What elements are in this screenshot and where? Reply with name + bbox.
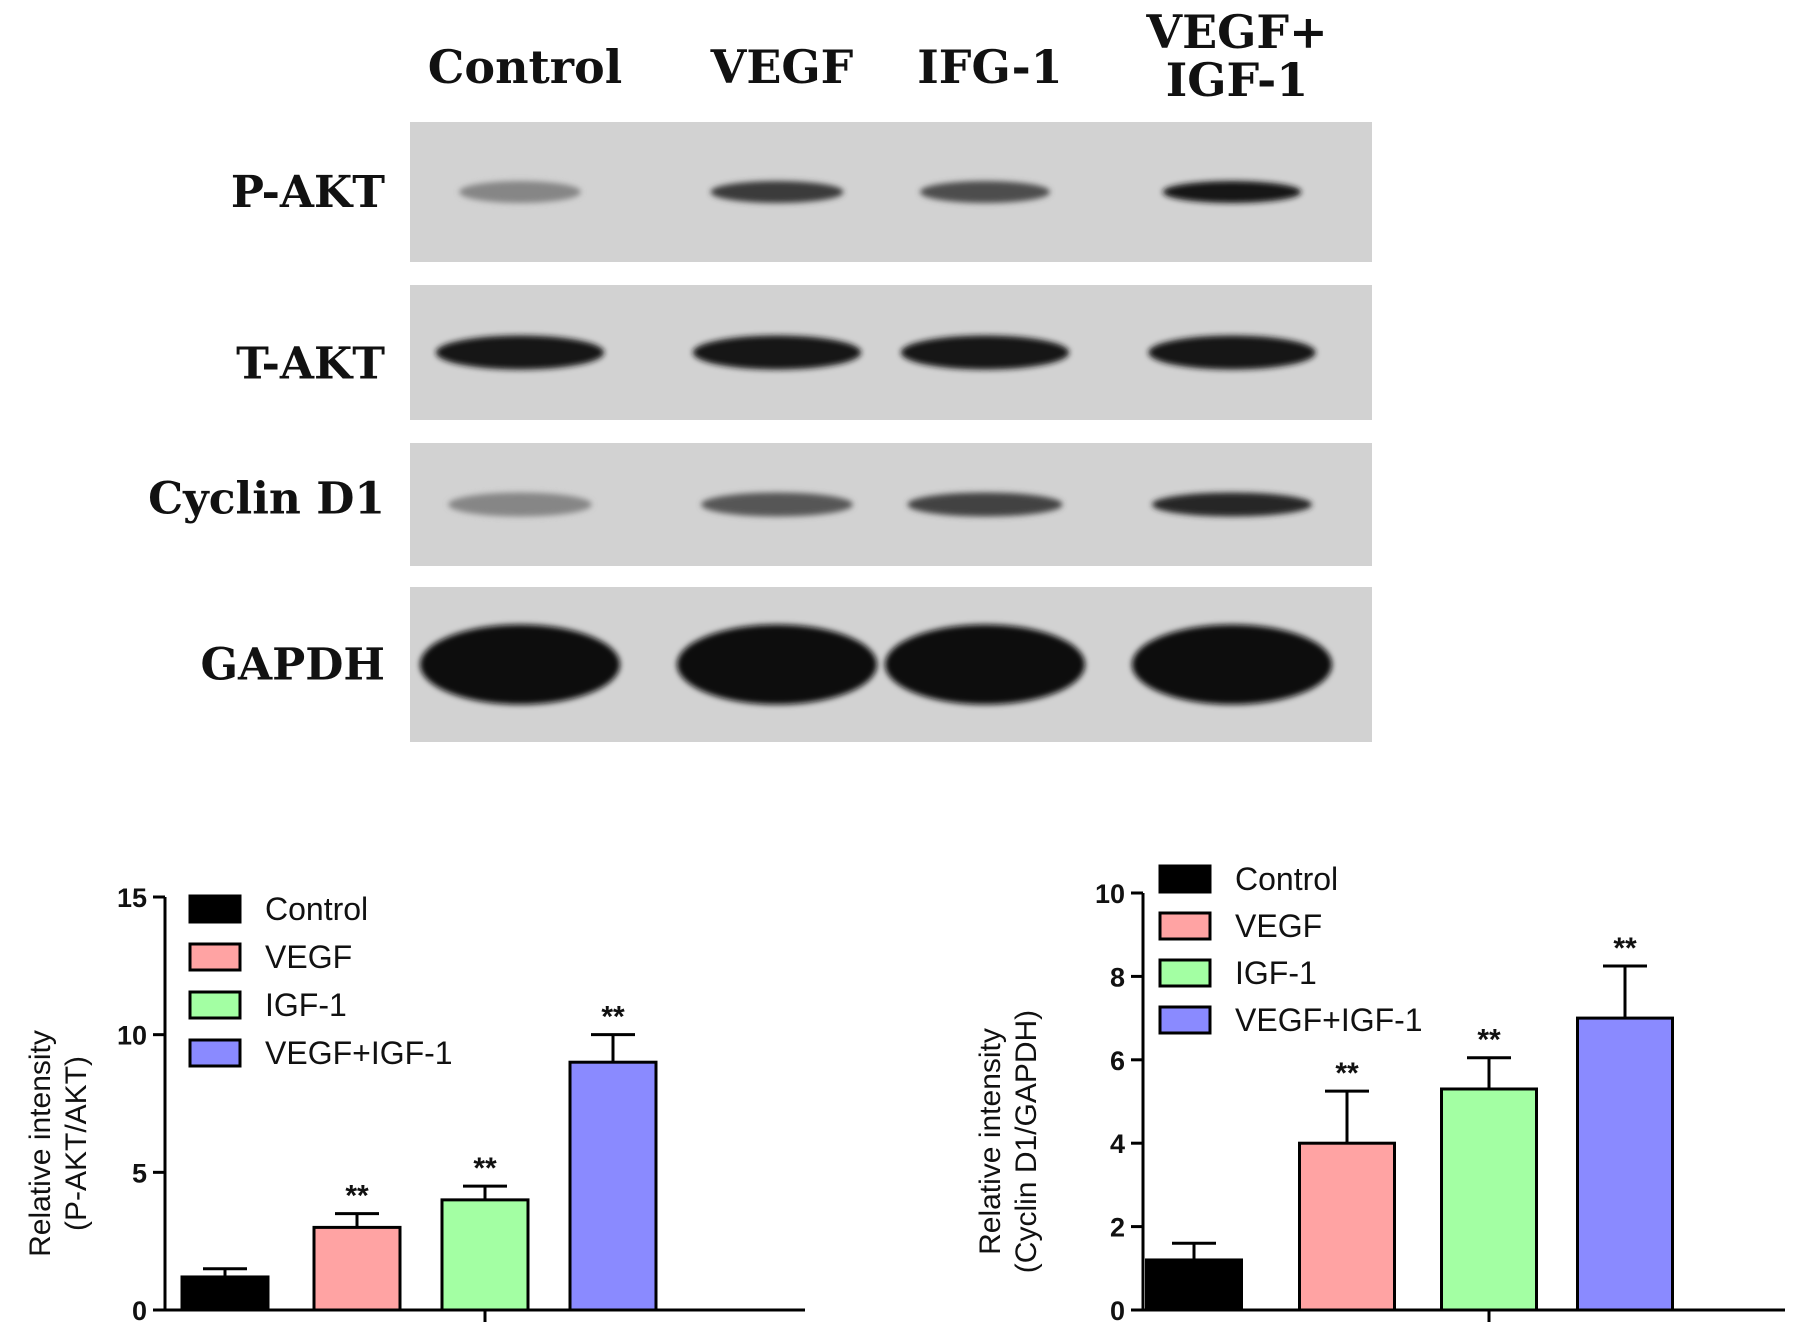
y-axis-title: Relative intensity (Cyclin D1/GAPDH) (974, 1010, 1043, 1273)
lane-label-line: IFG-1 (917, 40, 1062, 94)
blot-row-label-p-akt: P-AKT (231, 167, 385, 218)
y-tick-label: 8 (1110, 962, 1125, 992)
blot-row-label-t-akt: T-AKT (236, 338, 385, 389)
y-tick-label: 0 (1110, 1296, 1125, 1326)
lane-label-ifg-1: IFG-1 (917, 40, 1062, 94)
blot-band-p-akt-vegf-igf-1 (1162, 181, 1302, 203)
y-axis-title: Relative intensity (P-AKT/AKT) (24, 1030, 93, 1257)
legend-label-igf-1: IGF-1 (1235, 955, 1317, 991)
y-tick-label: 4 (1110, 1129, 1125, 1159)
legend-swatch-igf-1 (188, 990, 242, 1020)
y-axis-title-line: (P-AKT/AKT) (60, 1056, 93, 1231)
legend-swatch-vegf (188, 942, 242, 972)
significance-label: ** (1613, 932, 1637, 965)
legend-label-vegf-igf-1: VEGF+IGF-1 (1235, 1002, 1423, 1038)
blot-band-cyclin-d1-ifg-1 (907, 492, 1063, 517)
legend-swatch-control (1158, 864, 1212, 894)
blot-band-cyclin-d1-vegf-igf-1 (1151, 492, 1313, 517)
legend-label-vegf: VEGF (1235, 908, 1322, 944)
blot-band-gapdh-ifg-1 (885, 624, 1085, 705)
significance-label: ** (1335, 1057, 1359, 1090)
y-tick-label: 2 (1110, 1213, 1125, 1243)
y-axis-title-line: Relative intensity (974, 1028, 1007, 1255)
y-axis-title-line: Relative intensity (24, 1030, 57, 1257)
significance-label: ** (345, 1180, 369, 1213)
blot-band-gapdh-vegf (677, 624, 877, 705)
blot-band-cyclin-d1-control (448, 492, 592, 517)
legend-swatch-control (188, 894, 242, 924)
lane-label-control: Control (428, 40, 622, 94)
legend-label-control: Control (1235, 861, 1338, 897)
blot-band-t-akt-vegf (692, 335, 862, 370)
bar-vegf-igf-1 (1576, 1016, 1674, 1312)
blot-band-gapdh-vegf-igf-1 (1132, 624, 1332, 705)
bar-vegf (1298, 1141, 1396, 1312)
bar-control (1145, 1258, 1243, 1312)
p-akt-bar-chart: 0 5 10 15 Relative intensity (P-AKT/AKT) ** ** *… (24, 883, 805, 1326)
blot-band-t-akt-ifg-1 (900, 335, 1070, 370)
lane-label-vegf-igf-1: VEGF+ IGF-1 (1145, 5, 1327, 107)
legend-label-control: Control (265, 891, 368, 927)
lane-label-vegf: VEGF (710, 40, 854, 94)
y-tick-label: 0 (132, 1296, 147, 1326)
bar-control (180, 1275, 270, 1312)
legend-swatch-vegf-igf-1 (1158, 1005, 1212, 1035)
bar-igf-1 (1440, 1087, 1538, 1312)
blot-band-p-akt-vegf (710, 181, 844, 203)
western-blot: Control VEGF IFG-1 VEGF+ IGF-1 P-AKT T-AKT Cycl… (148, 5, 1372, 742)
bar-vegf-igf-1 (568, 1060, 658, 1312)
y-tick-label: 5 (132, 1158, 147, 1188)
y-tick-label: 10 (117, 1021, 147, 1051)
significance-label: ** (473, 1152, 497, 1185)
blot-band-cyclin-d1-vegf (701, 492, 853, 517)
significance-label: ** (1477, 1024, 1501, 1057)
y-tick-label: 10 (1095, 879, 1125, 909)
bar-igf-1 (440, 1198, 530, 1312)
legend-label-vegf: VEGF (265, 939, 352, 975)
legend-label-vegf-igf-1: VEGF+IGF-1 (265, 1035, 453, 1071)
blot-band-t-akt-vegf-igf-1 (1148, 335, 1316, 370)
cyclin-d1-bar-chart: 0 2 4 6 8 10 Relative intensity (Cyclin D1/GAPD… (974, 861, 1785, 1326)
y-tick-label: 15 (117, 883, 147, 913)
blot-band-t-akt-control (435, 335, 605, 370)
lane-label-line: VEGF (710, 40, 854, 94)
lane-label-line: VEGF+ (1145, 5, 1327, 59)
legend-swatch-igf-1 (1158, 958, 1212, 988)
y-axis-title-line: (Cyclin D1/GAPDH) (1010, 1010, 1043, 1273)
legend-swatch-vegf (1158, 911, 1212, 941)
blot-band-p-akt-control (459, 181, 581, 203)
significance-label: ** (601, 1001, 625, 1034)
blot-band-gapdh-control (420, 624, 620, 705)
bar-vegf (312, 1225, 402, 1312)
lane-label-line: IGF-1 (1166, 53, 1309, 107)
blot-row-label-gapdh: GAPDH (200, 640, 385, 691)
legend-label-igf-1: IGF-1 (265, 987, 347, 1023)
blot-row-label-cyclin-d1: Cyclin D1 (148, 473, 385, 524)
lane-label-line: Control (428, 40, 622, 94)
y-tick-label: 6 (1110, 1046, 1125, 1076)
legend-swatch-vegf-igf-1 (188, 1038, 242, 1068)
blot-band-p-akt-ifg-1 (919, 181, 1051, 203)
